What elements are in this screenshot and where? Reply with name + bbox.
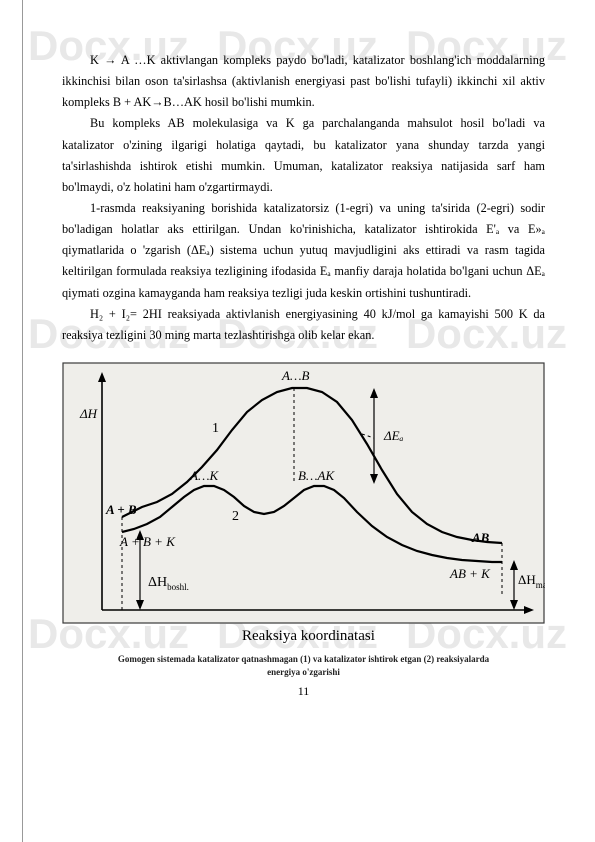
label-2: 2 (232, 509, 239, 524)
label-1: 1 (212, 421, 219, 436)
reaction-energy-figure: ΔH A…B A…K B…AK ΔEₐ 1 2 A + B A + B + K … (62, 362, 545, 678)
label-a-plus-b: A + B (105, 502, 137, 517)
caption-line-2: energiya o'zgarishi (267, 667, 340, 677)
caption-line-1: Gomogen sistemada katalizator qatnashmag… (118, 654, 489, 664)
page-number: 11 (62, 684, 545, 699)
paragraph-1: K → A …K aktivlangan kompleks paydo bo'l… (62, 50, 545, 113)
label-ab-top: A…B (281, 368, 310, 383)
energy-diagram-svg: ΔH A…B A…K B…AK ΔEₐ 1 2 A + B A + B + K … (62, 362, 545, 647)
label-ak: A…K (189, 468, 220, 483)
label-ABK: AB + K (449, 566, 491, 581)
figure-bg (63, 363, 544, 623)
label-dea: ΔEₐ (383, 428, 404, 443)
label-AB: AB (471, 530, 490, 545)
label-abk: A + B + K (119, 534, 176, 549)
label-bak: B…AK (298, 468, 335, 483)
paragraph-2: Bu kompleks AB molekulasiga va K ga parc… (62, 113, 545, 198)
y-axis-label: ΔH (79, 406, 98, 421)
paragraph-3: 1-rasmda reaksiyaning borishida kataliza… (62, 198, 545, 304)
figure-caption: Gomogen sistemada katalizator qatnashmag… (62, 653, 545, 678)
x-axis-label: Reaksiya koordinatasi (242, 628, 375, 644)
page-content: K → A …K aktivlangan kompleks paydo bo'l… (0, 0, 595, 719)
paragraph-4: H₂ + I₂= 2HI reaksiyada aktivlanish ener… (62, 304, 545, 346)
